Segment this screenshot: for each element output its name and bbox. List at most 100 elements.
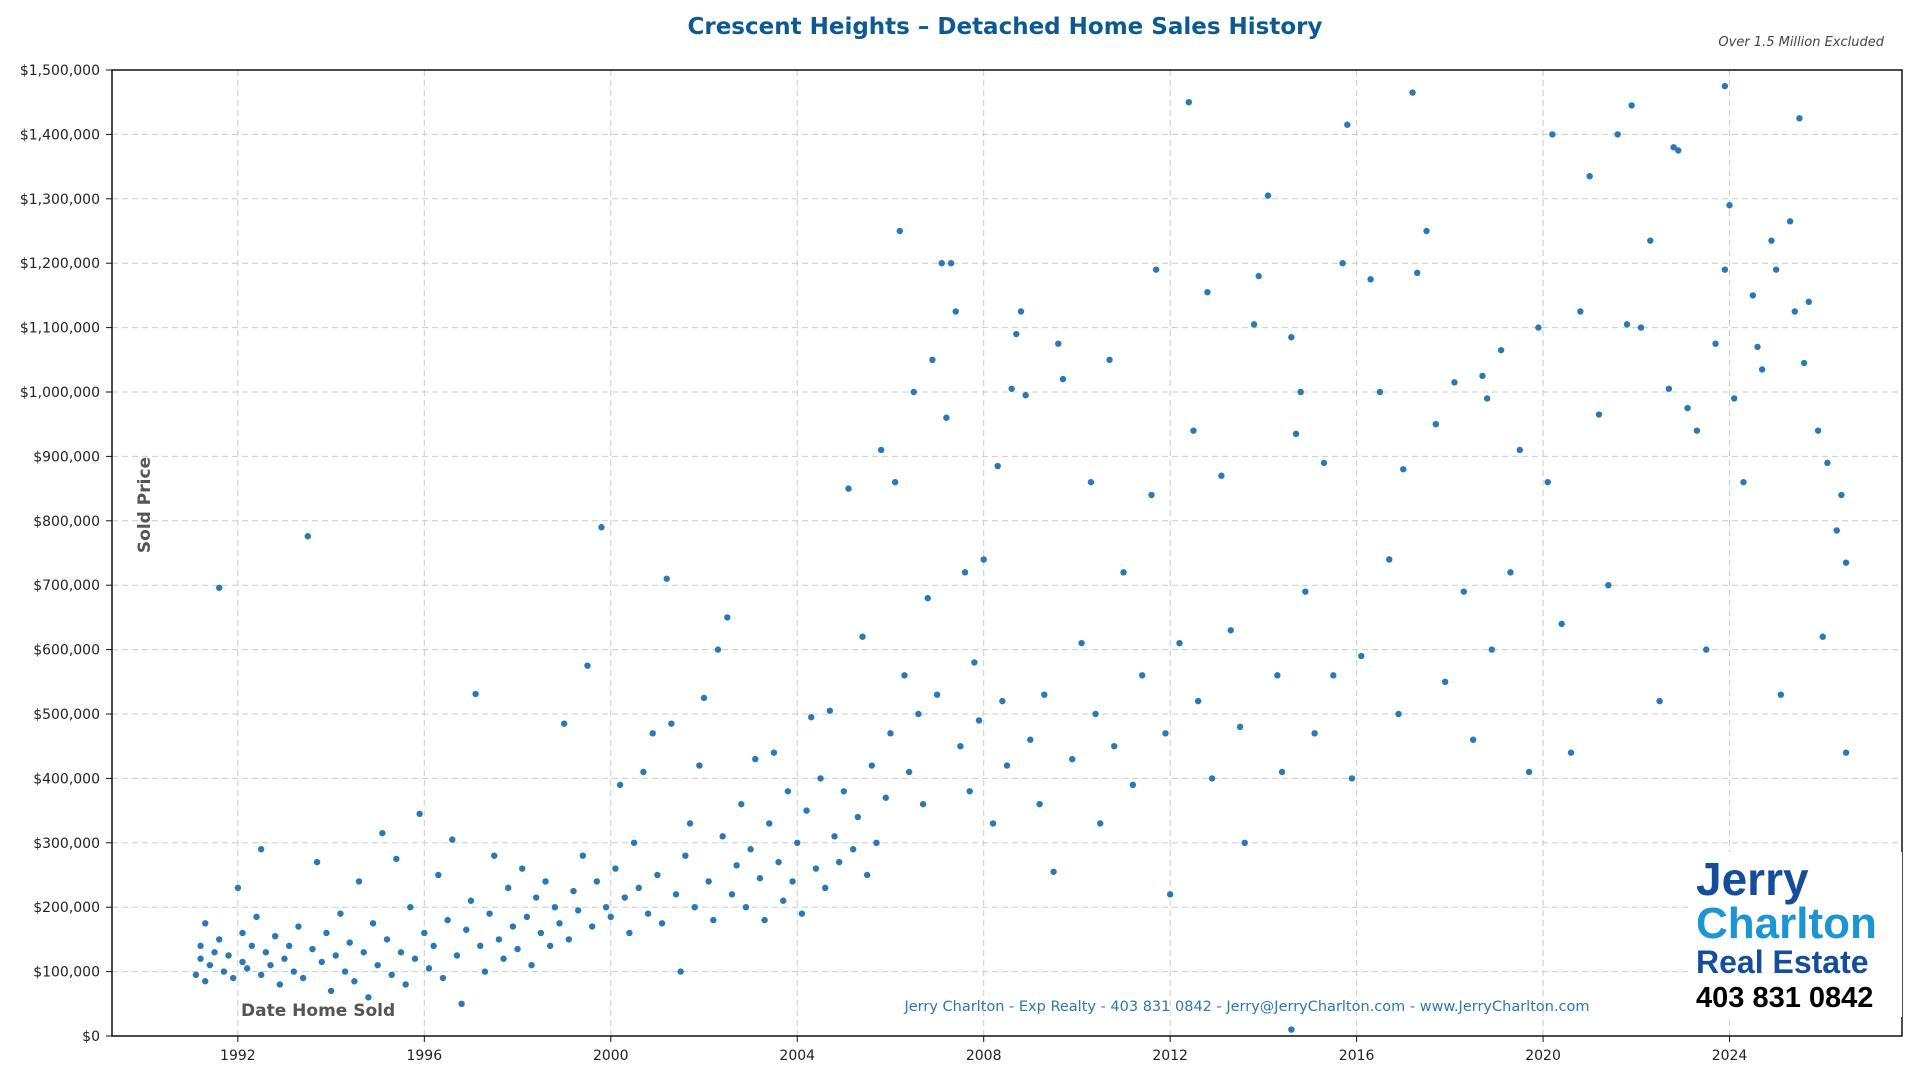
data-point (579, 852, 587, 859)
data-point (257, 971, 265, 979)
data-point (1400, 466, 1407, 473)
chart-title: Crescent Heights – Detached Home Sales H… (687, 14, 1323, 40)
data-point (388, 971, 395, 979)
y-tick-label: $1,500,000 (20, 63, 100, 79)
data-point (1087, 478, 1095, 486)
data-point (1730, 395, 1738, 402)
points (192, 82, 1850, 1033)
data-point (1479, 372, 1486, 380)
data-point (495, 936, 503, 943)
x-tick-label: 1992 (220, 1048, 256, 1064)
data-point (1138, 672, 1146, 679)
data-point (1665, 385, 1673, 392)
y-tick-label: $300,000 (33, 836, 100, 852)
data-point (696, 762, 703, 769)
data-point (556, 920, 563, 927)
data-point (1036, 800, 1043, 808)
data-point (1441, 678, 1449, 685)
data-point (519, 865, 526, 872)
data-point (248, 942, 256, 950)
data-point (1623, 321, 1631, 328)
data-point (738, 800, 745, 808)
data-point (999, 697, 1006, 705)
data-point (290, 968, 297, 975)
data-point (1152, 266, 1160, 273)
data-point (1204, 288, 1211, 296)
data-point (863, 871, 871, 879)
data-point (668, 720, 675, 727)
data-point (1041, 691, 1048, 698)
data-point (1786, 218, 1794, 225)
data-point (425, 965, 433, 972)
x-axis-label: Date Home Sold (241, 1001, 395, 1021)
data-point (444, 916, 451, 924)
data-point (635, 884, 642, 892)
data-point (1432, 421, 1440, 428)
data-point (1833, 527, 1840, 534)
data-point (896, 227, 903, 235)
data-point (346, 939, 353, 946)
data-point (383, 936, 391, 943)
data-point (1013, 330, 1020, 338)
data-point (891, 478, 899, 486)
logo-line-3: Real Estate (1696, 944, 1869, 980)
data-point (798, 910, 806, 917)
data-point (1194, 697, 1202, 705)
data-point (728, 891, 736, 898)
data-point (831, 833, 838, 840)
data-point (257, 846, 265, 853)
data-point (1288, 334, 1295, 341)
data-point (1726, 202, 1733, 209)
data-point (994, 462, 1001, 470)
data-point (812, 865, 820, 872)
data-point (453, 952, 461, 959)
data-point (1311, 730, 1318, 737)
data-point (770, 749, 778, 756)
data-point (789, 878, 796, 885)
data-point (1791, 308, 1798, 315)
data-point (1358, 652, 1365, 660)
data-point (719, 833, 726, 840)
data-point (1092, 710, 1099, 718)
data-point (859, 633, 866, 640)
data-point (1497, 346, 1505, 354)
data-point (1712, 340, 1719, 347)
data-point (1754, 343, 1761, 351)
data-point (817, 775, 824, 782)
data-point (654, 871, 661, 879)
data-point (1586, 173, 1593, 180)
data-point (887, 730, 894, 737)
data-point (1516, 446, 1523, 454)
data-point (271, 932, 279, 940)
data-point (458, 1000, 465, 1007)
x-tick-label: 2020 (1525, 1048, 1561, 1064)
data-point (1595, 411, 1603, 418)
data-point (1278, 768, 1286, 776)
data-point (1838, 491, 1845, 499)
data-point (1367, 276, 1374, 283)
x-tick-label: 2016 (1339, 1048, 1375, 1064)
x-tick-label: 2024 (1712, 1048, 1748, 1064)
data-point (682, 852, 689, 859)
y-tick-label: $1,400,000 (20, 127, 100, 143)
data-point (197, 942, 204, 950)
data-point (1097, 820, 1104, 827)
data-point (808, 714, 815, 721)
logo-line-1: Jerry (1696, 853, 1809, 905)
data-point (649, 730, 656, 737)
data-point (546, 942, 554, 950)
data-point (1749, 292, 1757, 299)
data-point (794, 839, 801, 846)
data-point (565, 936, 573, 943)
logo-phone: 403 831 0842 (1696, 982, 1874, 1014)
data-point (803, 807, 810, 814)
data-point (551, 904, 559, 911)
data-point (285, 942, 293, 950)
data-point (211, 949, 218, 956)
data-point (369, 920, 377, 927)
data-point (1106, 356, 1113, 363)
data-point (435, 871, 442, 879)
data-point (1264, 192, 1272, 199)
data-point (467, 897, 475, 904)
x-tick-label: 2000 (593, 1048, 629, 1064)
